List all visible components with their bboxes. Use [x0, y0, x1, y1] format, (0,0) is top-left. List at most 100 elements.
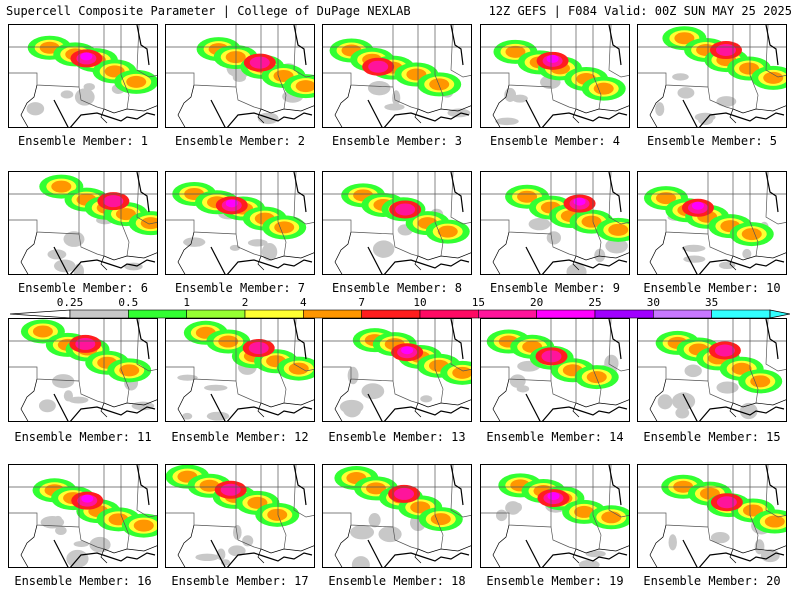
state-border — [177, 524, 195, 567]
state-border — [103, 105, 157, 114]
member-map — [638, 172, 786, 274]
scp-contour-15 — [249, 56, 270, 69]
scp-low-area — [63, 390, 74, 402]
scp-contour-4 — [764, 515, 785, 528]
scp-contour-15 — [541, 350, 562, 363]
colorbar-segment — [478, 309, 537, 319]
colorbar-tick-label: 2 — [242, 296, 249, 309]
scp-low-area — [513, 502, 523, 512]
state-border — [575, 105, 629, 114]
scp-low-area — [378, 526, 402, 543]
state-border — [450, 25, 471, 78]
scp-low-area — [420, 395, 433, 403]
scp-contour-4 — [750, 375, 771, 388]
coastline — [293, 319, 307, 360]
scp-low-area — [675, 407, 690, 419]
state-border — [20, 378, 38, 421]
scp-low-area — [509, 374, 526, 388]
scp-contour-20 — [225, 199, 238, 208]
ensemble-member-label: Ensemble Member: 8 — [331, 281, 463, 295]
scp-low-area — [716, 96, 737, 107]
scp-low-area — [677, 87, 695, 99]
scp-contour-20 — [546, 54, 559, 63]
ensemble-member-panel — [322, 464, 472, 568]
member-map — [323, 319, 471, 421]
state-border — [572, 402, 580, 418]
scp-contour-15 — [75, 337, 96, 350]
coastline — [367, 539, 383, 567]
member-map — [9, 25, 157, 127]
scp-low-area — [183, 237, 206, 247]
state-border — [732, 252, 786, 261]
scp-contour-20 — [573, 197, 586, 206]
coastline — [608, 172, 622, 213]
scp-contour-4 — [218, 335, 239, 348]
state-border — [592, 465, 602, 550]
scp-contour-4 — [574, 505, 595, 518]
scp-contour-4 — [119, 364, 140, 377]
scp-low-area — [760, 549, 780, 563]
scp-low-area — [681, 244, 706, 252]
coastline — [136, 319, 150, 360]
coastline — [608, 465, 622, 506]
scp-contour-4 — [763, 71, 784, 84]
colorbar-right-arrow — [769, 309, 790, 319]
ensemble-member-panel — [8, 171, 158, 275]
scp-contour-4 — [586, 371, 607, 384]
state-border — [765, 319, 786, 372]
state-border — [649, 378, 667, 421]
state-border — [414, 402, 422, 418]
scp-contour-4 — [126, 75, 147, 88]
state-border — [749, 25, 759, 110]
state-border — [575, 252, 629, 261]
scp-contour-4 — [366, 482, 387, 495]
scp-contour-4 — [274, 221, 295, 234]
colorbar-tick-label: 35 — [705, 296, 718, 309]
ensemble-member-panel — [480, 171, 630, 275]
member-map — [9, 319, 157, 421]
state-border — [649, 231, 667, 274]
scp-low-area — [83, 83, 95, 91]
state-border — [100, 108, 108, 124]
state-border — [20, 84, 38, 127]
state-border — [100, 255, 108, 271]
scp-low-area — [242, 535, 254, 547]
ensemble-member-panel — [165, 464, 315, 568]
state-border — [20, 231, 38, 274]
state-border — [608, 319, 629, 372]
ensemble-member-label: Ensemble Member: 9 — [489, 281, 621, 295]
coastline — [698, 552, 785, 567]
state-border — [334, 524, 352, 567]
scp-low-area — [392, 90, 401, 106]
state-border — [177, 231, 195, 274]
scp-low-area — [247, 239, 268, 247]
scp-contour-15 — [714, 344, 735, 357]
coastline — [293, 465, 307, 506]
state-border — [293, 465, 314, 518]
state-border — [592, 25, 602, 110]
state-border — [100, 548, 108, 564]
ensemble-member-panel — [637, 464, 787, 568]
scp-low-area — [655, 102, 665, 117]
ensemble-member-panel — [165, 318, 315, 422]
scp-low-area — [53, 259, 76, 273]
coastline — [293, 172, 307, 213]
coastline — [450, 465, 464, 506]
state-border — [120, 25, 130, 110]
ensemble-member-label: Ensemble Member: 2 — [174, 134, 306, 148]
colorbar-segment — [361, 309, 421, 319]
state-border — [492, 231, 510, 274]
scp-contour-4 — [593, 82, 614, 95]
state-border — [260, 252, 314, 261]
colorbar-tick-label: 15 — [472, 296, 485, 309]
scp-contour-4 — [742, 504, 763, 517]
colorbar-segment — [711, 309, 771, 319]
coastline — [367, 393, 383, 421]
scp-contour-4 — [32, 325, 53, 338]
coastline — [53, 539, 69, 567]
scp-low-area — [216, 548, 226, 561]
state-border — [257, 108, 265, 124]
ensemble-member-label: Ensemble Member: 5 — [646, 134, 778, 148]
state-border — [608, 25, 629, 78]
state-border — [334, 378, 352, 421]
